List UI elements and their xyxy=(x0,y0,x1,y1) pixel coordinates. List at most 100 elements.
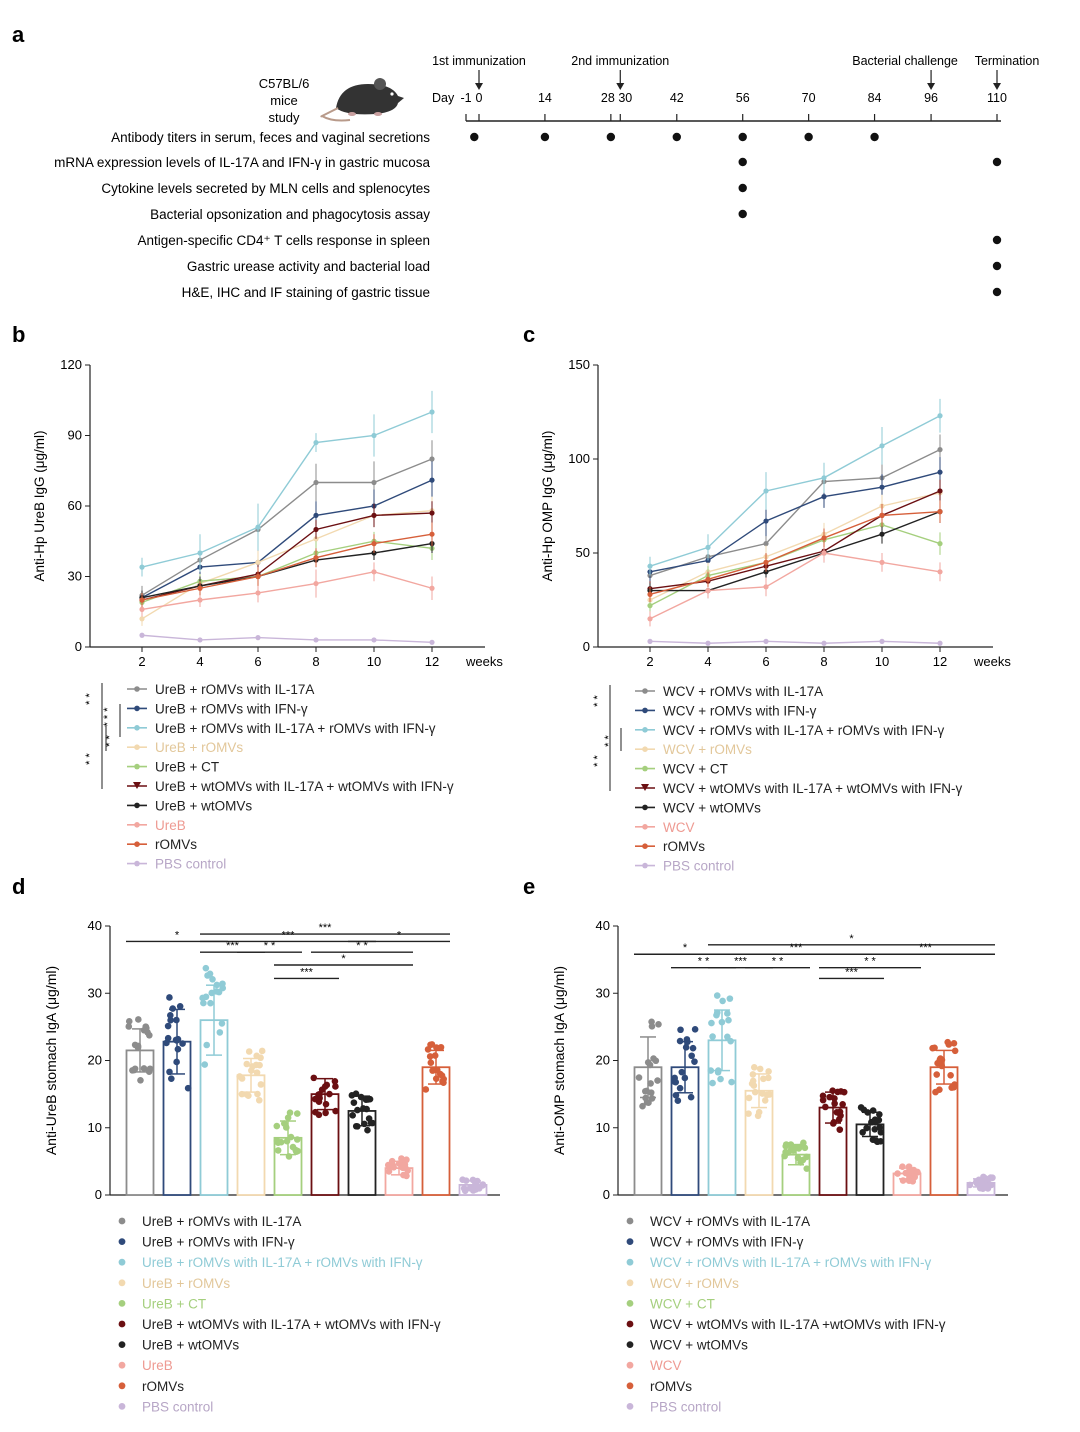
x-tick-label: 4 xyxy=(196,654,203,669)
data-point xyxy=(332,1083,339,1090)
data-point xyxy=(821,494,827,500)
x-axis-unit: weeks xyxy=(465,654,503,669)
timeline-day-label: 42 xyxy=(670,91,684,105)
data-point xyxy=(173,1058,180,1066)
series-line xyxy=(649,492,941,601)
data-point xyxy=(167,1016,174,1024)
legend-swatch-marker xyxy=(642,765,648,772)
data-point xyxy=(286,1109,294,1117)
timeline-day-label: 70 xyxy=(802,91,816,105)
data-point xyxy=(864,1109,871,1116)
measurement-row-label: H&E, IHC and IF staining of gastric tiss… xyxy=(182,285,430,300)
measurement-row-label: Gastric urease activity and bacterial lo… xyxy=(187,259,430,274)
data-point xyxy=(144,1029,151,1036)
data-point xyxy=(166,994,173,1001)
y-axis-title: Anti-UreB stomach IgA (μg/ml) xyxy=(43,966,59,1155)
data-point xyxy=(781,1152,788,1160)
timeline-day-label: 28 xyxy=(601,91,615,105)
data-point xyxy=(836,1126,844,1133)
data-point xyxy=(371,637,377,643)
data-point xyxy=(728,1078,735,1086)
data-point xyxy=(833,1108,841,1116)
data-point xyxy=(139,616,145,622)
sig-mark: * * xyxy=(592,694,604,706)
data-point xyxy=(202,964,210,972)
y-tick-label: 50 xyxy=(576,545,590,560)
data-point xyxy=(871,1125,879,1133)
x-tick-label: 8 xyxy=(312,654,319,669)
legend-swatch-marker xyxy=(118,1279,126,1287)
legend-label: WCV + wtOMVs with IL-17A +wtOMVs with IF… xyxy=(650,1317,946,1332)
data-point xyxy=(750,1082,758,1089)
y-tick-label: 150 xyxy=(568,357,590,372)
data-point xyxy=(349,1112,356,1119)
data-point xyxy=(131,1066,138,1074)
sig-mark: * xyxy=(175,929,180,941)
timepoint-dot xyxy=(738,209,747,219)
panel-c-chart: 0 50 100 150 2 4 6 8 10 12 weeks Anti-Hp OMP IgG (μ… xyxy=(540,357,1011,874)
legend-label: rOMVs xyxy=(142,1379,184,1394)
bar xyxy=(707,1039,737,1196)
legend-swatch-marker xyxy=(134,860,140,867)
data-point xyxy=(313,555,319,561)
x-tick-label: 2 xyxy=(646,654,653,669)
data-point xyxy=(429,409,435,415)
data-point xyxy=(176,1002,184,1010)
data-point xyxy=(371,569,377,575)
data-point xyxy=(350,1099,358,1106)
series-line xyxy=(649,415,941,567)
data-point xyxy=(879,443,885,449)
data-point xyxy=(755,1108,763,1116)
sig-mark: *** xyxy=(226,940,240,952)
sig-mark: * xyxy=(683,942,688,954)
data-point xyxy=(800,1139,807,1147)
legend-label: rOMVs xyxy=(155,837,197,852)
data-point xyxy=(326,1090,333,1098)
legend-swatch-marker xyxy=(642,727,648,733)
data-point xyxy=(284,1114,292,1122)
legend-swatch-marker xyxy=(134,705,140,712)
data-point xyxy=(311,1095,319,1103)
data-point xyxy=(422,1086,430,1093)
series-line xyxy=(649,490,941,590)
data-point xyxy=(714,1068,722,1076)
event-arrow-head xyxy=(927,83,936,90)
sig-mark: *** xyxy=(319,922,333,934)
legend-label: UreB xyxy=(142,1358,173,1373)
legend-label: WCV + rOMVs with IFN-γ xyxy=(650,1235,804,1250)
data-point xyxy=(950,1039,958,1047)
measurement-row-label: Antigen-specific CD4⁺ T cells response i… xyxy=(137,233,430,248)
data-point xyxy=(255,573,261,580)
data-point xyxy=(255,559,261,566)
data-point xyxy=(146,1065,154,1073)
data-point xyxy=(713,992,721,999)
y-tick-label: 0 xyxy=(603,1187,610,1202)
data-point xyxy=(139,597,145,603)
data-point xyxy=(708,1019,715,1027)
data-point xyxy=(287,1133,295,1141)
timepoint-dot xyxy=(870,132,879,142)
legend-label: PBS control xyxy=(650,1399,721,1414)
data-point xyxy=(705,544,711,550)
data-point xyxy=(164,1022,172,1030)
mouse-label-line3: study xyxy=(268,110,300,125)
data-point xyxy=(310,1074,318,1082)
data-point xyxy=(137,1076,144,1084)
data-point xyxy=(369,1119,376,1127)
data-point xyxy=(255,524,261,530)
data-point xyxy=(650,1055,657,1062)
data-point xyxy=(966,1181,974,1189)
event-arrow-head xyxy=(475,83,483,90)
data-point xyxy=(821,535,827,541)
legend-label: UreB + wtOMVs xyxy=(155,798,252,813)
data-point xyxy=(255,1096,263,1104)
y-tick-label: 20 xyxy=(596,1053,610,1068)
data-point xyxy=(163,1039,170,1047)
data-point xyxy=(321,1083,329,1090)
timepoint-dot xyxy=(738,157,747,167)
data-point xyxy=(756,1065,764,1073)
data-point xyxy=(745,1094,753,1102)
data-point xyxy=(687,1093,695,1101)
